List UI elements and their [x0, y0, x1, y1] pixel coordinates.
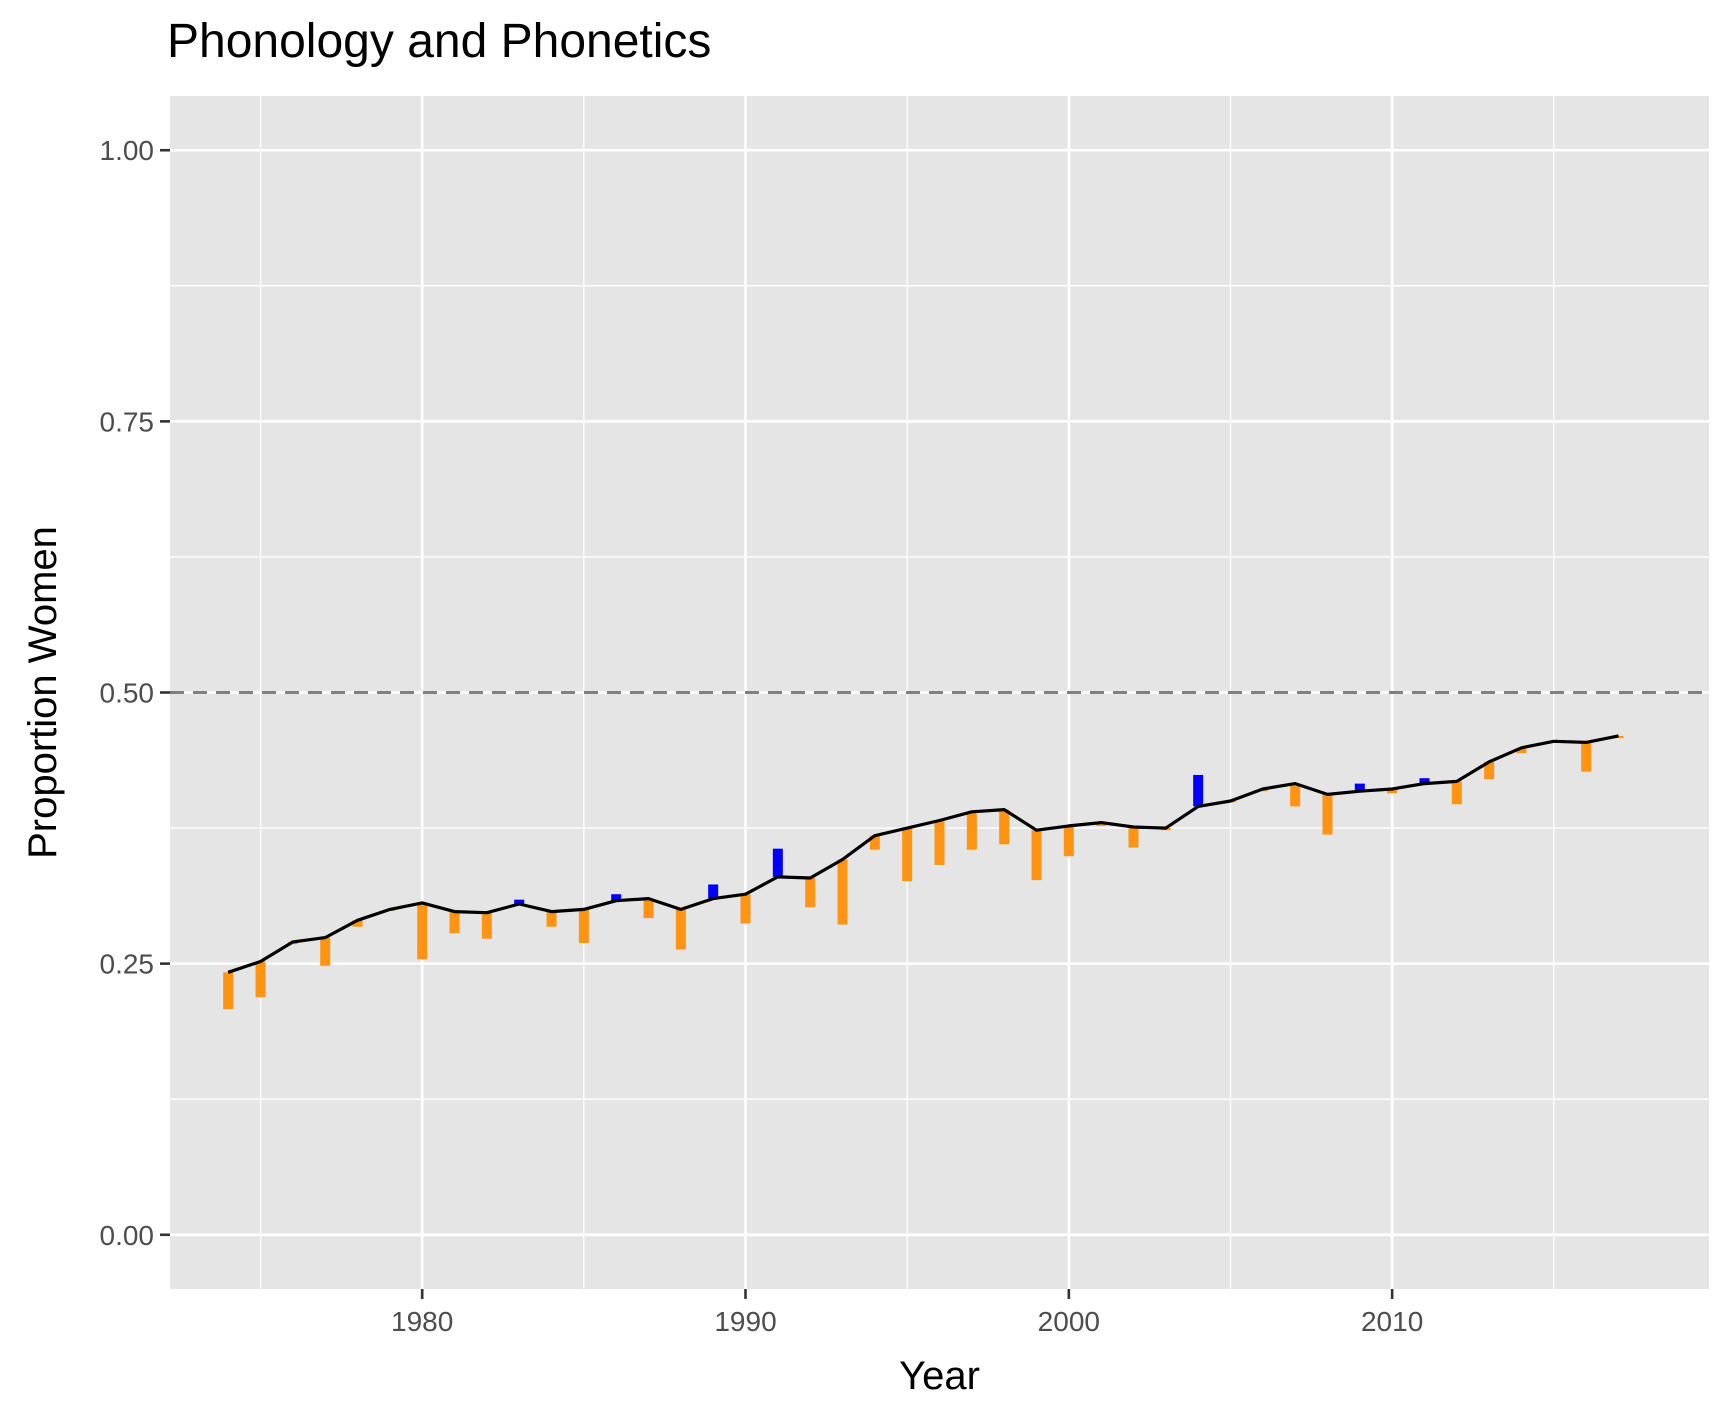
bar: [643, 898, 654, 919]
bar: [546, 911, 557, 927]
axes: 0.00 0.25 0.50 0.75 1.00 1980 1990 2000 2010: [100, 135, 1424, 1337]
bar: [514, 899, 525, 904]
x-tick-label: 1990: [714, 1306, 776, 1337]
bar: [1290, 783, 1301, 807]
bar: [772, 848, 783, 877]
bar: [1063, 825, 1074, 857]
bar: [1322, 794, 1333, 835]
bar: [255, 961, 266, 998]
bar: [1193, 774, 1204, 807]
bars: [223, 735, 1624, 1010]
bar: [902, 828, 913, 882]
bar: [449, 911, 460, 934]
bar: [417, 902, 428, 960]
bar: [1451, 781, 1462, 805]
bar: [578, 909, 589, 944]
y-tick-label: 0.75: [100, 406, 155, 437]
bar: [837, 859, 848, 925]
bar: [611, 894, 622, 901]
y-axis-title: Proportion Women: [21, 526, 65, 859]
chart-title: Phonology and Phonetics: [167, 15, 712, 68]
bar: [352, 920, 363, 927]
bar: [740, 894, 751, 924]
x-tick-label: 1980: [391, 1306, 453, 1337]
bar: [481, 912, 492, 939]
bar: [1096, 822, 1107, 826]
bar: [675, 909, 686, 950]
x-axis-title: Year: [899, 1354, 980, 1398]
y-tick-label: 0.25: [100, 949, 155, 980]
bar: [1516, 747, 1527, 754]
bar: [934, 820, 945, 865]
bar: [869, 835, 880, 850]
bar: [320, 937, 331, 966]
bar: [1354, 783, 1365, 792]
bar: [999, 809, 1010, 845]
y-tick-label: 1.00: [100, 135, 155, 166]
x-tick-label: 2000: [1038, 1306, 1100, 1337]
bar: [1484, 761, 1495, 780]
bar: [805, 877, 816, 908]
bar: [1128, 826, 1139, 848]
bar: [966, 811, 977, 850]
trend-line-group: [227, 734, 1619, 974]
bar: [1419, 778, 1430, 784]
y-tick-label: 0.50: [100, 678, 155, 709]
trend-line: [227, 734, 1619, 974]
bar: [1031, 830, 1042, 881]
bar: [1581, 742, 1592, 772]
y-tick-label: 0.00: [100, 1220, 155, 1251]
bar: [708, 884, 719, 899]
x-tick-label: 2010: [1361, 1306, 1423, 1337]
bar: [1387, 789, 1398, 794]
bar: [223, 972, 234, 1010]
